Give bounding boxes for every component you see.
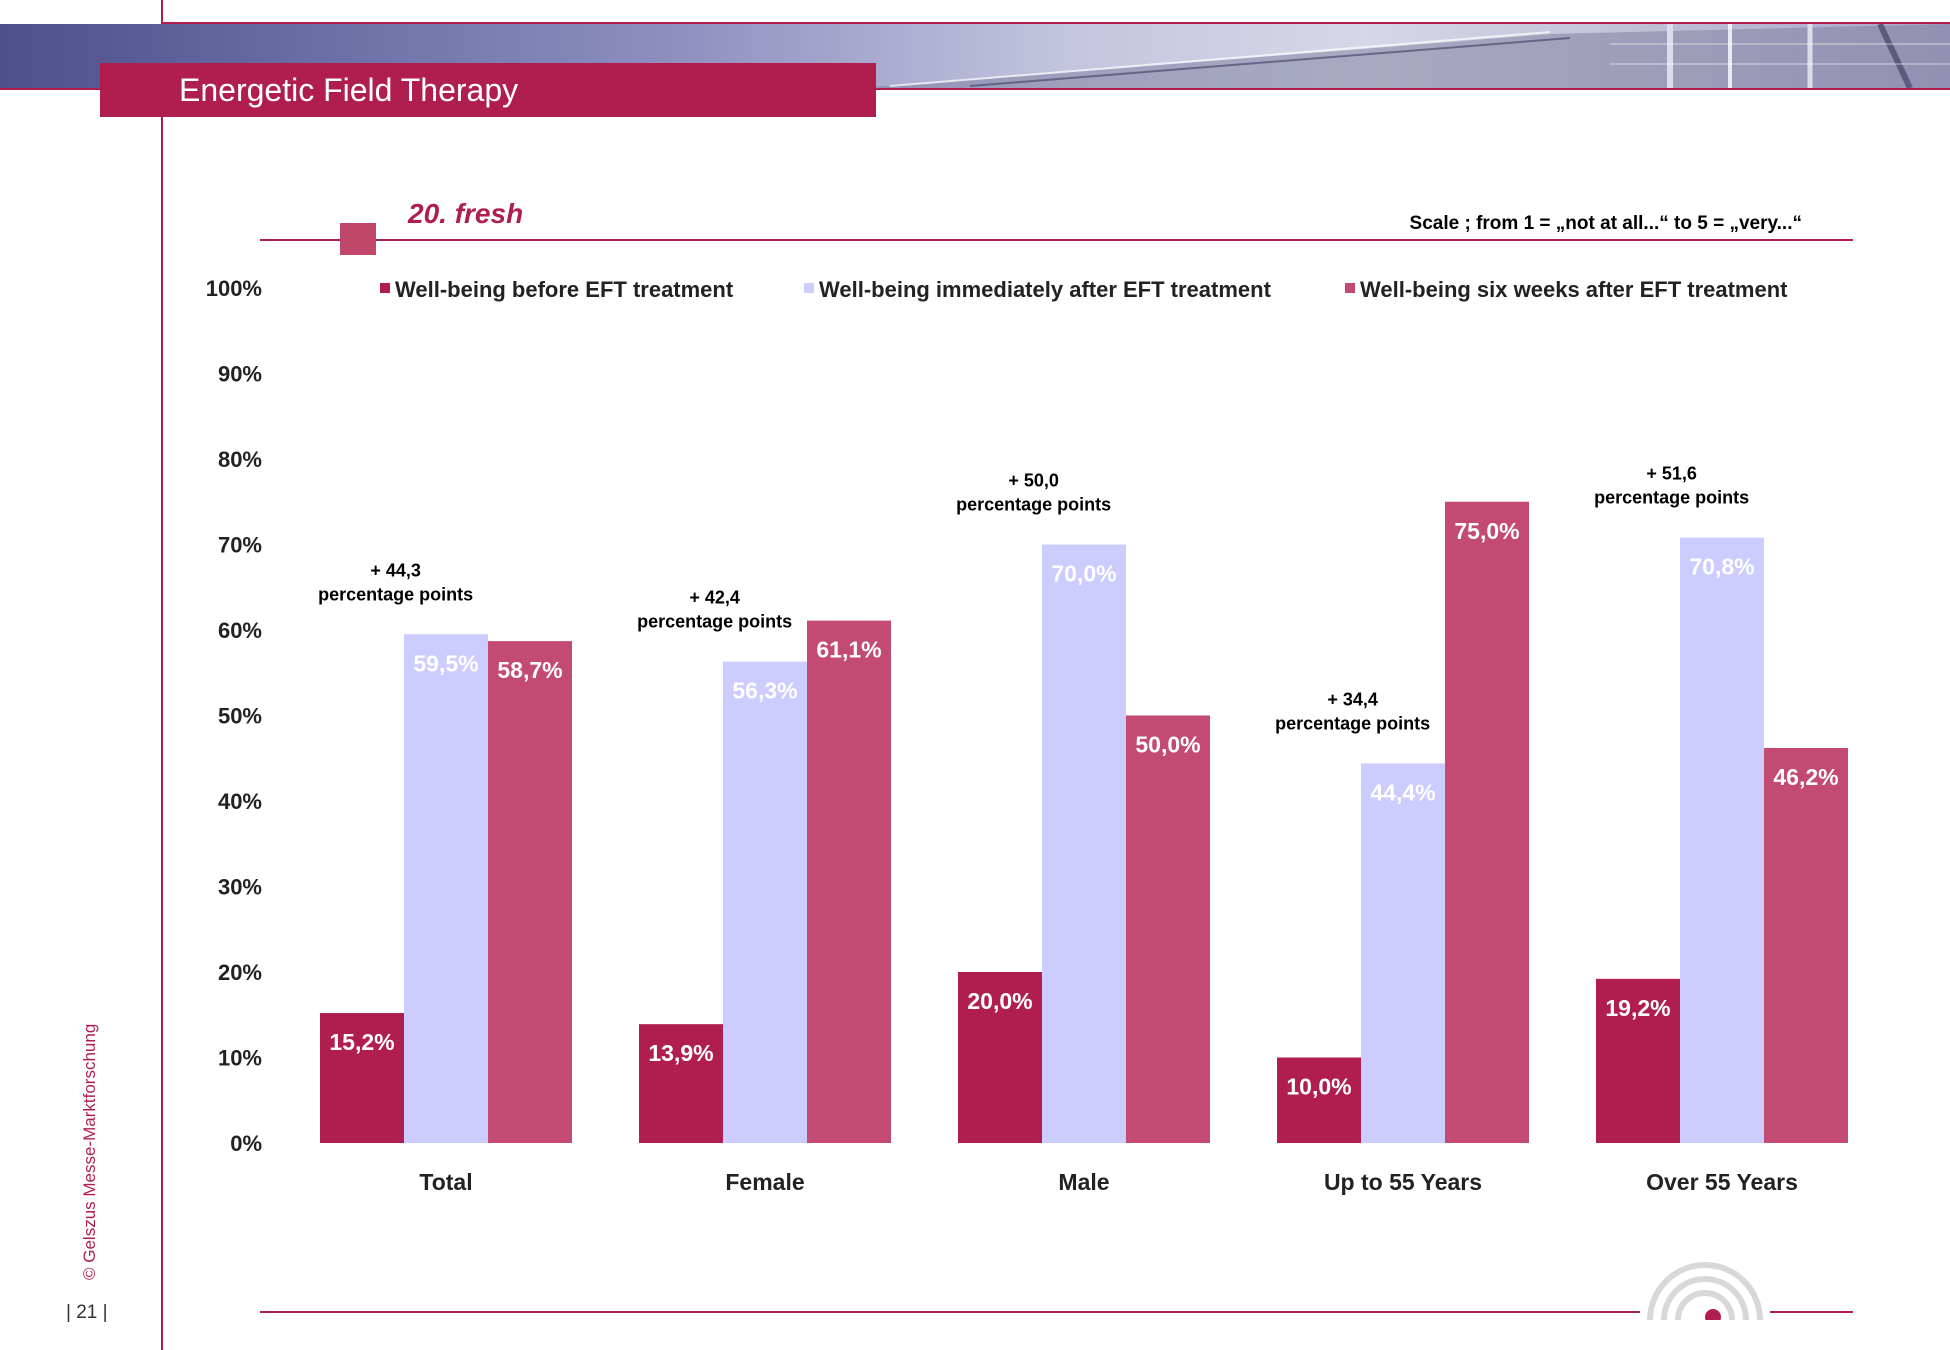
bar bbox=[1680, 537, 1764, 1143]
y-tick-label: 90% bbox=[218, 362, 262, 387]
annotation-delta: + 42,4 bbox=[689, 588, 740, 608]
left-margin-rule bbox=[161, 0, 163, 1350]
annotation-caption: percentage points bbox=[1275, 713, 1430, 733]
bar bbox=[320, 1013, 404, 1143]
y-tick-label: 80% bbox=[218, 447, 262, 472]
bar bbox=[958, 972, 1042, 1143]
legend-swatch bbox=[1345, 283, 1355, 293]
top-rule bbox=[161, 22, 1950, 24]
bottom-rule bbox=[260, 1311, 1853, 1313]
bar bbox=[488, 641, 572, 1143]
y-tick-label: 30% bbox=[218, 875, 262, 900]
section-marker bbox=[340, 223, 376, 255]
bar bbox=[1764, 747, 1848, 1143]
y-tick-label: 40% bbox=[218, 789, 262, 814]
section-title: 20. fresh bbox=[408, 198, 524, 229]
category-label: Female bbox=[725, 1169, 804, 1195]
annotation-caption: percentage points bbox=[318, 584, 473, 604]
scale-note: Scale ; from 1 = „not at all...“ to 5 = … bbox=[1409, 213, 1802, 234]
company-logo-icon bbox=[1640, 1250, 1770, 1320]
data-label: 70,0% bbox=[1051, 561, 1116, 587]
bar bbox=[807, 620, 891, 1143]
page-number: | 21 | bbox=[66, 1302, 108, 1323]
bar bbox=[1277, 1057, 1361, 1143]
legend-swatch bbox=[804, 283, 814, 293]
annotation-caption: percentage points bbox=[637, 612, 792, 632]
legend-label: Well-being immediately after EFT treatme… bbox=[819, 277, 1272, 302]
annotation-caption: percentage points bbox=[956, 495, 1111, 515]
category-label: Up to 55 Years bbox=[1324, 1169, 1482, 1195]
annotation-delta: + 51,6 bbox=[1646, 464, 1697, 484]
header-banner bbox=[0, 24, 1950, 88]
annotation-delta: + 50,0 bbox=[1008, 471, 1059, 491]
data-label: 20,0% bbox=[967, 988, 1032, 1014]
bar bbox=[1126, 715, 1210, 1143]
y-tick-label: 70% bbox=[218, 533, 262, 558]
y-tick-label: 60% bbox=[218, 618, 262, 643]
data-label: 15,2% bbox=[329, 1029, 394, 1055]
section-rule bbox=[260, 239, 1853, 241]
data-label: 13,9% bbox=[648, 1040, 713, 1066]
data-label: 61,1% bbox=[816, 637, 881, 663]
copyright-note: © Gelszus Messe-Marktforschung bbox=[80, 1023, 99, 1280]
data-label: 44,4% bbox=[1370, 779, 1435, 805]
y-tick-label: 20% bbox=[218, 960, 262, 985]
annotation-delta: + 34,4 bbox=[1327, 689, 1378, 709]
data-label: 70,8% bbox=[1689, 554, 1754, 580]
y-tick-label: 10% bbox=[218, 1046, 262, 1071]
bar bbox=[1042, 544, 1126, 1143]
legend-label: Well-being before EFT treatment bbox=[395, 277, 734, 302]
page-title: Energetic Field Therapy bbox=[100, 63, 876, 117]
data-label: 10,0% bbox=[1286, 1074, 1351, 1100]
category-label: Male bbox=[1058, 1169, 1109, 1195]
data-label: 59,5% bbox=[413, 650, 478, 676]
data-label: 56,3% bbox=[732, 678, 797, 704]
bar bbox=[723, 661, 807, 1143]
category-label: Over 55 Years bbox=[1646, 1169, 1798, 1195]
bar bbox=[639, 1024, 723, 1143]
banner-underline bbox=[0, 88, 1950, 90]
data-label: 58,7% bbox=[497, 657, 562, 683]
bar bbox=[1445, 501, 1529, 1143]
data-label: 19,2% bbox=[1605, 995, 1670, 1021]
annotation-delta: + 44,3 bbox=[370, 560, 421, 580]
bar bbox=[1596, 978, 1680, 1143]
bar bbox=[404, 634, 488, 1143]
y-tick-label: 100% bbox=[206, 276, 262, 301]
bar-chart: 0% 10% 20% 30% 40% 50% 60% 70% 80% 90% 100% 15,2% 13… bbox=[206, 276, 1848, 1195]
legend-swatch bbox=[380, 283, 390, 293]
bar bbox=[1361, 763, 1445, 1143]
data-label: 46,2% bbox=[1773, 764, 1838, 790]
category-label: Total bbox=[419, 1169, 472, 1195]
annotation-caption: percentage points bbox=[1594, 488, 1749, 508]
legend-label: Well-being six weeks after EFT treatment bbox=[1360, 277, 1788, 302]
architecture-graphic bbox=[850, 24, 1950, 88]
y-tick-label: 50% bbox=[218, 704, 262, 729]
y-tick-label: 0% bbox=[230, 1131, 262, 1156]
data-label: 50,0% bbox=[1135, 732, 1200, 758]
data-label: 75,0% bbox=[1454, 518, 1519, 544]
